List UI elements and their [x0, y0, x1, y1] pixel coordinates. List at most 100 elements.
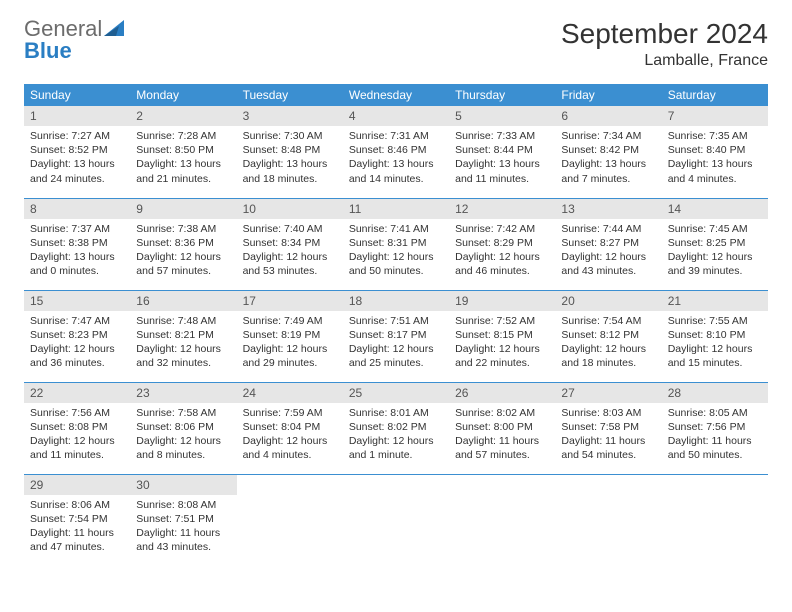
daylight-line: and 18 minutes.: [561, 356, 655, 370]
daylight-line: and 15 minutes.: [668, 356, 762, 370]
daylight-line: Daylight: 13 hours: [136, 157, 230, 171]
weekday-header: Saturday: [662, 84, 768, 106]
daylight-line: and 46 minutes.: [455, 264, 549, 278]
day-details: Sunrise: 7:40 AMSunset: 8:34 PMDaylight:…: [237, 219, 343, 285]
daylight-line: and 39 minutes.: [668, 264, 762, 278]
daylight-line: and 1 minute.: [349, 448, 443, 462]
sunrise-line: Sunrise: 7:58 AM: [136, 406, 230, 420]
day-details: Sunrise: 7:55 AMSunset: 8:10 PMDaylight:…: [662, 311, 768, 377]
sunrise-line: Sunrise: 7:37 AM: [30, 222, 124, 236]
day-details: Sunrise: 7:54 AMSunset: 8:12 PMDaylight:…: [555, 311, 661, 377]
day-number: 6: [555, 106, 661, 126]
calendar-day-cell: [237, 474, 343, 566]
day-number: 24: [237, 383, 343, 403]
calendar-day-cell: 20Sunrise: 7:54 AMSunset: 8:12 PMDayligh…: [555, 290, 661, 382]
weekday-header: Thursday: [449, 84, 555, 106]
sunrise-line: Sunrise: 7:42 AM: [455, 222, 549, 236]
location-label: Lamballe, France: [561, 52, 768, 70]
day-number: 21: [662, 291, 768, 311]
calendar-day-cell: 8Sunrise: 7:37 AMSunset: 8:38 PMDaylight…: [24, 198, 130, 290]
calendar-day-cell: 24Sunrise: 7:59 AMSunset: 8:04 PMDayligh…: [237, 382, 343, 474]
sunset-line: Sunset: 7:58 PM: [561, 420, 655, 434]
day-number: 14: [662, 199, 768, 219]
calendar-day-cell: 7Sunrise: 7:35 AMSunset: 8:40 PMDaylight…: [662, 106, 768, 198]
daylight-line: and 50 minutes.: [349, 264, 443, 278]
daylight-line: and 22 minutes.: [455, 356, 549, 370]
sunrise-line: Sunrise: 8:03 AM: [561, 406, 655, 420]
day-details: Sunrise: 7:44 AMSunset: 8:27 PMDaylight:…: [555, 219, 661, 285]
day-number: 29: [24, 475, 130, 495]
daylight-line: Daylight: 12 hours: [349, 342, 443, 356]
day-details: Sunrise: 7:35 AMSunset: 8:40 PMDaylight:…: [662, 126, 768, 192]
daylight-line: Daylight: 11 hours: [30, 526, 124, 540]
sunset-line: Sunset: 7:54 PM: [30, 512, 124, 526]
day-details: Sunrise: 7:47 AMSunset: 8:23 PMDaylight:…: [24, 311, 130, 377]
daylight-line: Daylight: 12 hours: [668, 342, 762, 356]
day-number: 1: [24, 106, 130, 126]
daylight-line: Daylight: 13 hours: [561, 157, 655, 171]
day-number: 28: [662, 383, 768, 403]
weekday-header-row: Sunday Monday Tuesday Wednesday Thursday…: [24, 84, 768, 106]
daylight-line: and 36 minutes.: [30, 356, 124, 370]
sunset-line: Sunset: 8:25 PM: [668, 236, 762, 250]
day-details: Sunrise: 7:48 AMSunset: 8:21 PMDaylight:…: [130, 311, 236, 377]
daylight-line: Daylight: 12 hours: [349, 250, 443, 264]
day-details: Sunrise: 8:01 AMSunset: 8:02 PMDaylight:…: [343, 403, 449, 469]
sunrise-line: Sunrise: 7:47 AM: [30, 314, 124, 328]
day-details: Sunrise: 7:28 AMSunset: 8:50 PMDaylight:…: [130, 126, 236, 192]
day-details: Sunrise: 7:41 AMSunset: 8:31 PMDaylight:…: [343, 219, 449, 285]
sunrise-line: Sunrise: 7:56 AM: [30, 406, 124, 420]
day-number: 17: [237, 291, 343, 311]
day-number: 16: [130, 291, 236, 311]
daylight-line: Daylight: 13 hours: [30, 250, 124, 264]
day-details: Sunrise: 7:51 AMSunset: 8:17 PMDaylight:…: [343, 311, 449, 377]
calendar-week-row: 8Sunrise: 7:37 AMSunset: 8:38 PMDaylight…: [24, 198, 768, 290]
daylight-line: and 47 minutes.: [30, 540, 124, 554]
title-block: September 2024 Lamballe, France: [561, 18, 768, 70]
daylight-line: and 4 minutes.: [668, 172, 762, 186]
calendar-day-cell: 9Sunrise: 7:38 AMSunset: 8:36 PMDaylight…: [130, 198, 236, 290]
daylight-line: and 7 minutes.: [561, 172, 655, 186]
day-details: Sunrise: 7:42 AMSunset: 8:29 PMDaylight:…: [449, 219, 555, 285]
sunset-line: Sunset: 8:52 PM: [30, 143, 124, 157]
calendar-day-cell: [555, 474, 661, 566]
calendar-table: Sunday Monday Tuesday Wednesday Thursday…: [24, 84, 768, 566]
day-number: 3: [237, 106, 343, 126]
calendar-day-cell: 14 Sunrise: 7:45 AMSunset: 8:25 PMDayligh…: [662, 198, 768, 290]
daylight-line: and 11 minutes.: [455, 172, 549, 186]
sunrise-line: Sunrise: 7:54 AM: [561, 314, 655, 328]
sunrise-line: Sunrise: 7:45 AM: [668, 222, 762, 236]
calendar-day-cell: 12Sunrise: 7:42 AMSunset: 8:29 PMDayligh…: [449, 198, 555, 290]
calendar-day-cell: 26Sunrise: 8:02 AMSunset: 8:00 PMDayligh…: [449, 382, 555, 474]
daylight-line: Daylight: 12 hours: [243, 434, 337, 448]
sunset-line: Sunset: 8:27 PM: [561, 236, 655, 250]
sunset-line: Sunset: 8:42 PM: [561, 143, 655, 157]
sunrise-line: Sunrise: 7:34 AM: [561, 129, 655, 143]
day-details: Sunrise: 7:59 AMSunset: 8:04 PMDaylight:…: [237, 403, 343, 469]
calendar-day-cell: 16Sunrise: 7:48 AMSunset: 8:21 PMDayligh…: [130, 290, 236, 382]
day-details: Sunrise: 7:27 AMSunset: 8:52 PMDaylight:…: [24, 126, 130, 192]
day-number: 5: [449, 106, 555, 126]
calendar-day-cell: [662, 474, 768, 566]
calendar-day-cell: 10Sunrise: 7:40 AMSunset: 8:34 PMDayligh…: [237, 198, 343, 290]
calendar-week-row: 22Sunrise: 7:56 AMSunset: 8:08 PMDayligh…: [24, 382, 768, 474]
sunset-line: Sunset: 8:15 PM: [455, 328, 549, 342]
sunset-line: Sunset: 8:31 PM: [349, 236, 443, 250]
calendar-day-cell: 13Sunrise: 7:44 AMSunset: 8:27 PMDayligh…: [555, 198, 661, 290]
sunset-line: Sunset: 8:08 PM: [30, 420, 124, 434]
day-details: Sunrise: 7:58 AMSunset: 8:06 PMDaylight:…: [130, 403, 236, 469]
day-details: Sunrise: 7:37 AMSunset: 8:38 PMDaylight:…: [24, 219, 130, 285]
daylight-line: Daylight: 12 hours: [30, 342, 124, 356]
calendar-week-row: 1Sunrise: 7:27 AMSunset: 8:52 PMDaylight…: [24, 106, 768, 198]
day-number: 4: [343, 106, 449, 126]
brand-triangle-icon: [104, 20, 124, 39]
calendar-day-cell: 4Sunrise: 7:31 AMSunset: 8:46 PMDaylight…: [343, 106, 449, 198]
sunset-line: Sunset: 8:50 PM: [136, 143, 230, 157]
daylight-line: Daylight: 11 hours: [668, 434, 762, 448]
sunrise-line: Sunrise: 7:35 AM: [668, 129, 762, 143]
daylight-line: Daylight: 12 hours: [668, 250, 762, 264]
day-number: 25: [343, 383, 449, 403]
daylight-line: and 50 minutes.: [668, 448, 762, 462]
sunset-line: Sunset: 8:10 PM: [668, 328, 762, 342]
daylight-line: Daylight: 12 hours: [243, 250, 337, 264]
